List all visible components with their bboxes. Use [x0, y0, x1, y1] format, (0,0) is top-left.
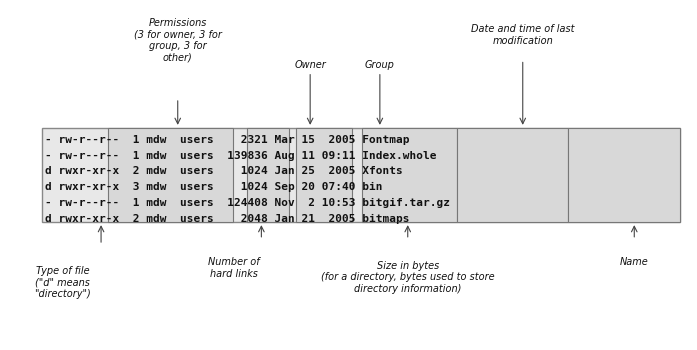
- Text: d rwxr-xr-x  2 mdw  users    2048 Jan 21  2005 bitmaps: d rwxr-xr-x 2 mdw users 2048 Jan 21 2005…: [45, 214, 410, 224]
- Text: Date and time of last
modification: Date and time of last modification: [471, 25, 574, 46]
- Bar: [296, 128, 352, 222]
- Bar: [568, 128, 680, 222]
- Text: d rwxr-xr-x  3 mdw  users    1024 Sep 20 07:40 bin: d rwxr-xr-x 3 mdw users 1024 Sep 20 07:4…: [45, 182, 383, 192]
- Text: Group: Group: [365, 60, 395, 70]
- Bar: [362, 128, 457, 222]
- Text: - rw-r--r--  1 mdw  users  124408 Nov  2 10:53 bitgif.tar.gz: - rw-r--r-- 1 mdw users 124408 Nov 2 10:…: [45, 198, 450, 208]
- Text: d rwxr-xr-x  2 mdw  users    1024 Jan 25  2005 Xfonts: d rwxr-xr-x 2 mdw users 1024 Jan 25 2005…: [45, 167, 403, 176]
- Bar: [247, 128, 289, 222]
- Text: - rw-r--r--  1 mdw  users  139836 Aug 11 09:11 Index.whole: - rw-r--r-- 1 mdw users 139836 Aug 11 09…: [45, 151, 437, 161]
- Text: Number of
hard links: Number of hard links: [208, 257, 259, 279]
- Text: Size in bytes
(for a directory, bytes used to store
directory information): Size in bytes (for a directory, bytes us…: [321, 261, 495, 294]
- Text: Name: Name: [620, 257, 649, 267]
- Text: Permissions
(3 for owner, 3 for
group, 3 for
other): Permissions (3 for owner, 3 for group, 3…: [134, 18, 222, 62]
- Text: Type of file
("d" means
"directory"): Type of file ("d" means "directory"): [34, 266, 91, 299]
- Bar: [457, 128, 568, 222]
- Bar: [42, 128, 680, 222]
- Text: Owner: Owner: [294, 60, 326, 70]
- Bar: [108, 128, 233, 222]
- Text: - rw-r--r--  1 mdw  users    2321 Mar 15  2005 Fontmap: - rw-r--r-- 1 mdw users 2321 Mar 15 2005…: [45, 135, 410, 145]
